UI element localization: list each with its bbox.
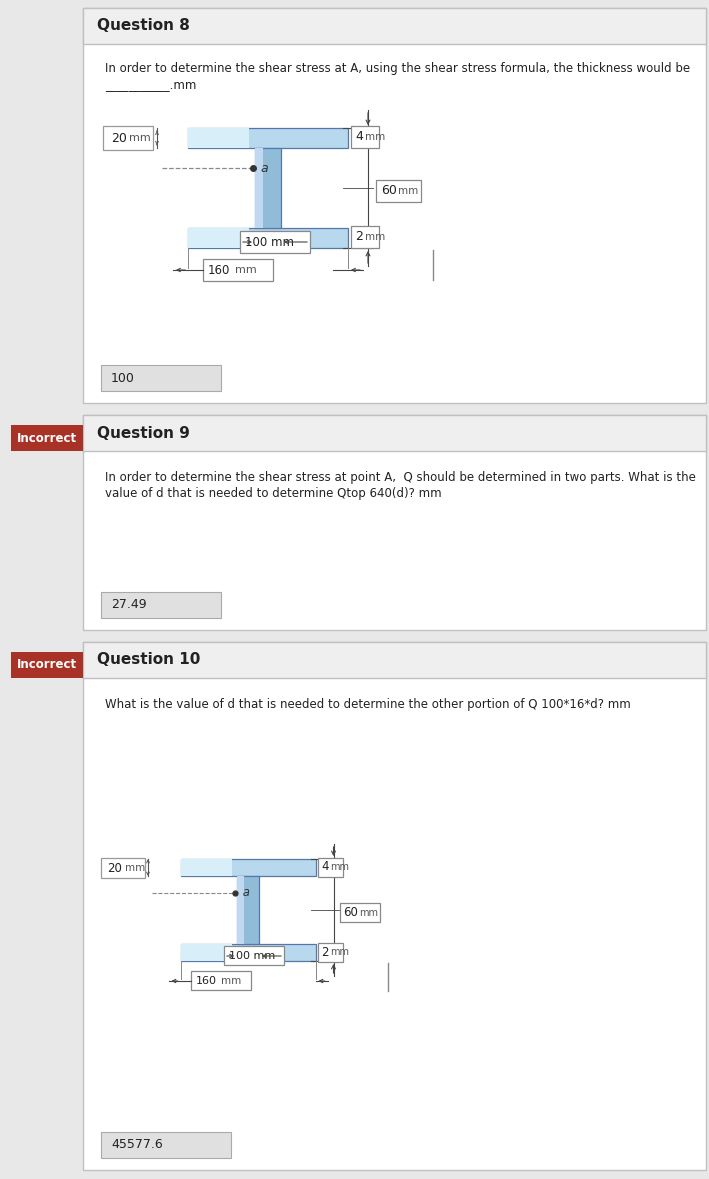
Text: mm: mm xyxy=(365,132,385,141)
Text: 27.49: 27.49 xyxy=(111,599,147,612)
Text: Question 9: Question 9 xyxy=(97,426,190,441)
Text: mm: mm xyxy=(365,232,385,242)
Bar xyxy=(203,259,273,281)
Bar xyxy=(255,149,281,228)
Bar xyxy=(11,652,83,678)
Bar xyxy=(101,858,145,878)
Bar xyxy=(83,643,706,1170)
Text: a: a xyxy=(257,162,269,174)
Text: mm: mm xyxy=(330,862,350,872)
Bar xyxy=(188,228,249,248)
Text: 100 mm: 100 mm xyxy=(245,236,294,249)
Text: What is the value of d that is needed to determine the other portion of Q 100*16: What is the value of d that is needed to… xyxy=(105,698,631,711)
Bar xyxy=(103,126,153,150)
Bar xyxy=(318,857,342,876)
Text: Incorrect: Incorrect xyxy=(17,432,77,444)
Bar xyxy=(318,942,342,962)
Text: Incorrect: Incorrect xyxy=(17,659,77,672)
Text: mm: mm xyxy=(235,265,257,275)
Bar xyxy=(351,226,379,248)
Bar xyxy=(188,129,249,149)
Bar xyxy=(181,859,232,876)
Text: mm: mm xyxy=(220,976,241,986)
Text: mm: mm xyxy=(129,133,151,143)
Text: 160: 160 xyxy=(196,976,216,986)
Text: 60: 60 xyxy=(381,184,397,198)
Text: mm: mm xyxy=(398,186,418,196)
Bar xyxy=(181,859,316,876)
Text: 60: 60 xyxy=(343,905,358,918)
Bar xyxy=(191,971,250,990)
Bar xyxy=(11,424,83,452)
Bar xyxy=(237,876,244,944)
Text: 100: 100 xyxy=(111,371,135,384)
Bar xyxy=(188,228,348,248)
Text: 2: 2 xyxy=(355,231,363,244)
Bar xyxy=(240,231,310,253)
Bar xyxy=(224,946,284,964)
Bar xyxy=(237,876,259,944)
Text: 2: 2 xyxy=(321,946,329,959)
Bar xyxy=(83,415,706,630)
Bar xyxy=(101,592,221,618)
Text: 20: 20 xyxy=(107,862,122,875)
Text: Question 8: Question 8 xyxy=(97,19,190,33)
Bar xyxy=(376,180,421,202)
Bar xyxy=(83,8,706,44)
Bar xyxy=(181,944,316,961)
Text: 45577.6: 45577.6 xyxy=(111,1139,163,1152)
Text: ___________.mm: ___________.mm xyxy=(105,78,196,91)
Text: mm: mm xyxy=(330,947,350,957)
Bar xyxy=(340,903,379,922)
Bar xyxy=(83,643,706,678)
Bar xyxy=(188,129,348,149)
Bar xyxy=(255,149,263,228)
Bar xyxy=(351,126,379,149)
Bar xyxy=(101,1132,231,1158)
Text: 4: 4 xyxy=(355,131,363,144)
Bar xyxy=(181,944,232,961)
Text: mm: mm xyxy=(125,863,145,872)
Text: a: a xyxy=(239,887,250,900)
Bar xyxy=(83,415,706,452)
Text: 100 mm: 100 mm xyxy=(229,951,275,961)
Text: In order to determine the shear stress at A, using the shear stress formula, the: In order to determine the shear stress a… xyxy=(105,62,690,75)
Bar xyxy=(83,8,706,403)
Bar xyxy=(101,365,221,391)
Text: 4: 4 xyxy=(321,861,329,874)
Text: Question 10: Question 10 xyxy=(97,652,201,667)
Text: mm: mm xyxy=(359,908,379,917)
Text: value of d that is needed to determine Qtop 640(d)? mm: value of d that is needed to determine Q… xyxy=(105,487,442,500)
Text: 160: 160 xyxy=(208,263,230,277)
Text: 20: 20 xyxy=(111,132,127,145)
Text: In order to determine the shear stress at point A,  Q should be determined in tw: In order to determine the shear stress a… xyxy=(105,470,696,485)
